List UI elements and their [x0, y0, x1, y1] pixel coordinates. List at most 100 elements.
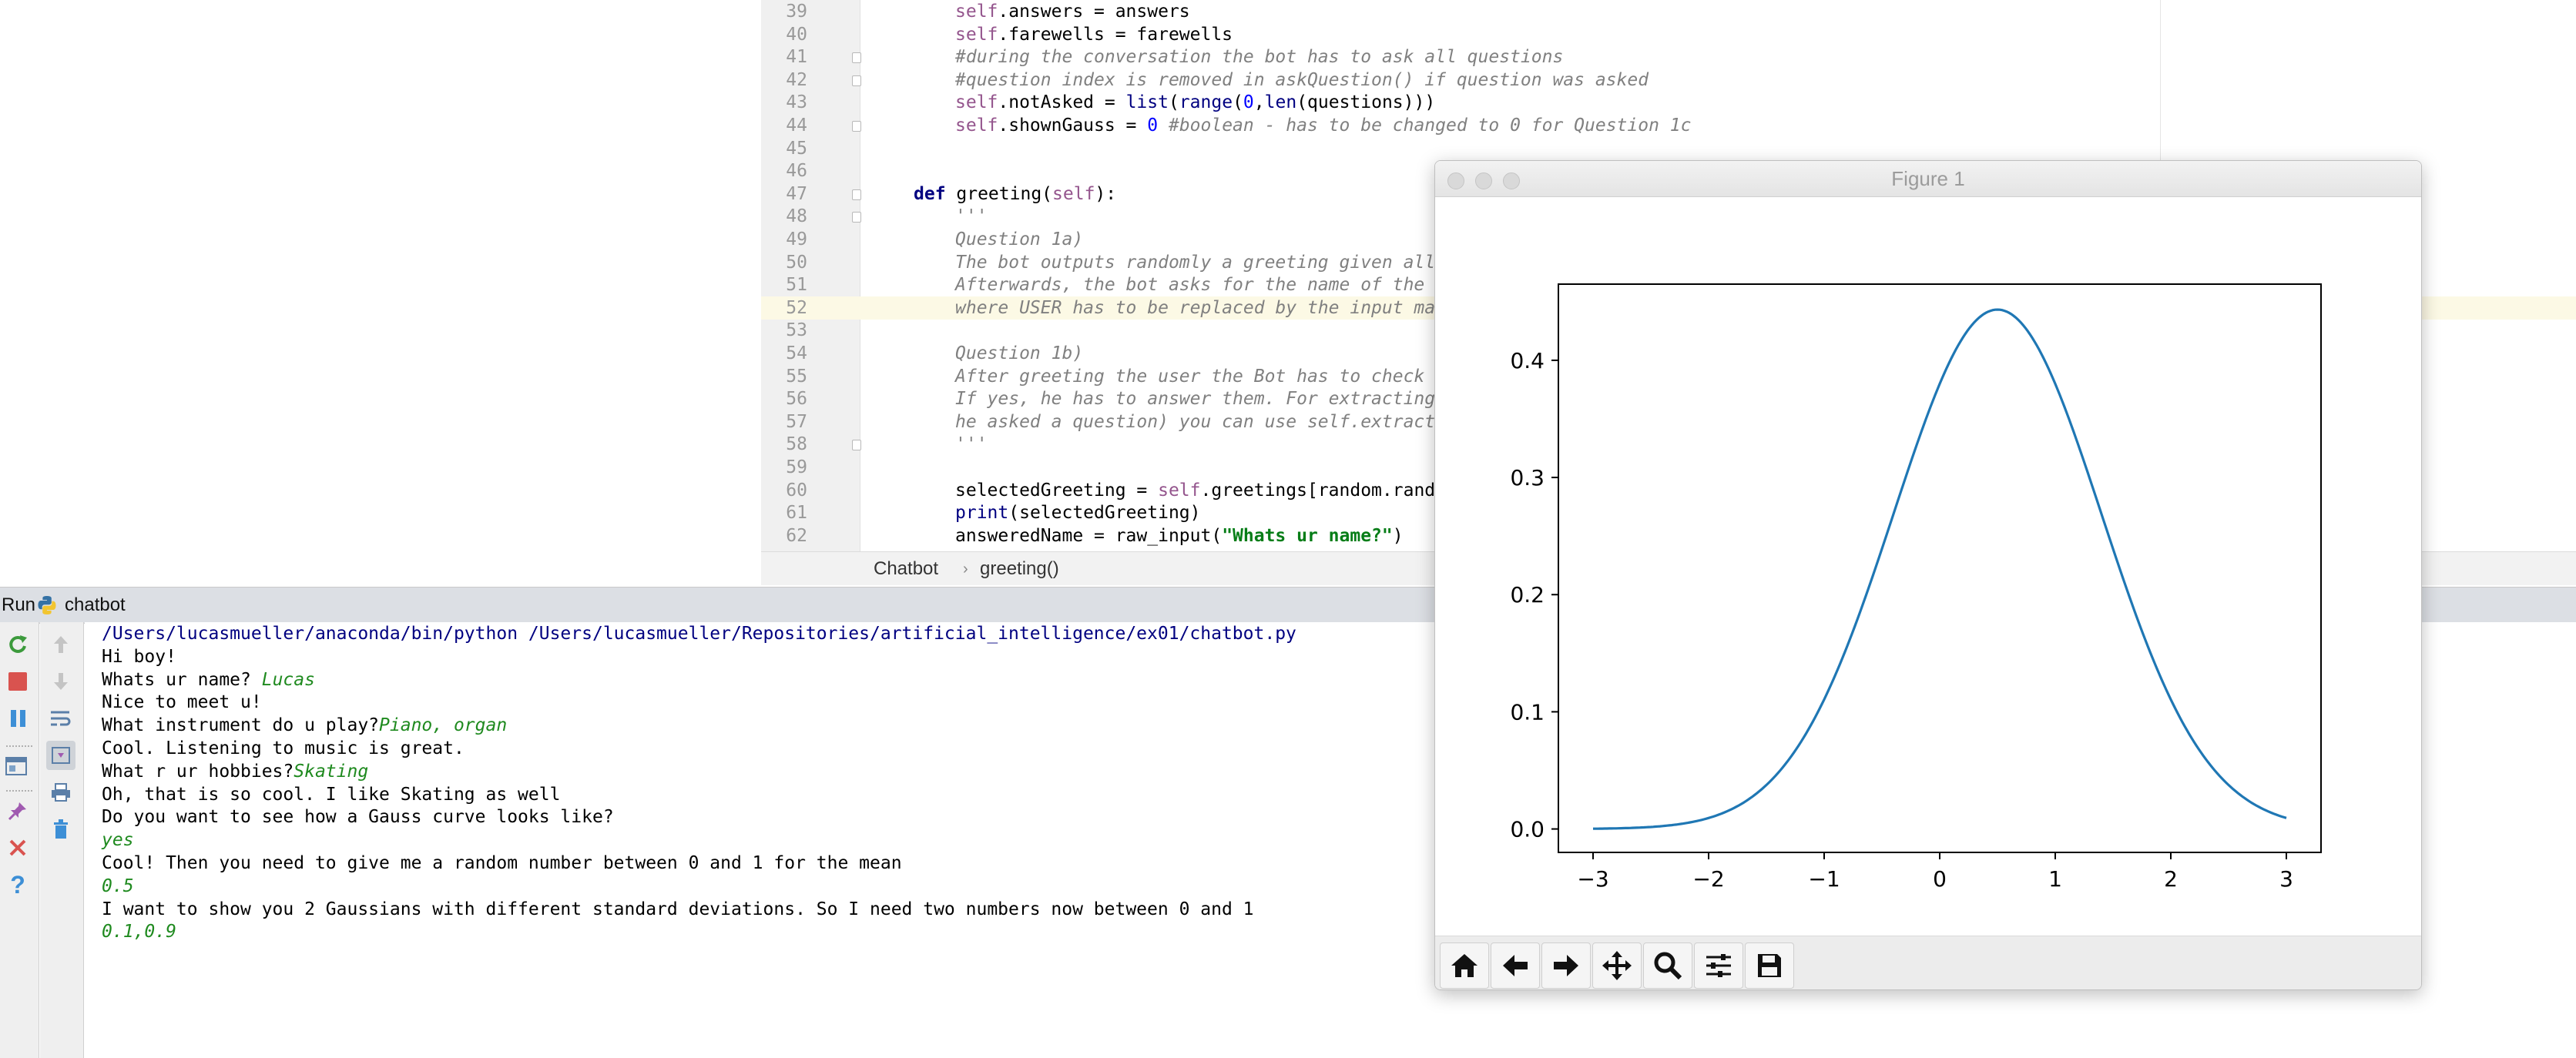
- code-line[interactable]: 56 If yes, he has to answer them. For ext…: [761, 387, 2576, 410]
- zoom-icon[interactable]: [1643, 942, 1692, 989]
- code-token: 0: [1243, 92, 1254, 113]
- breadcrumb-method[interactable]: greeting(): [980, 558, 1059, 579]
- clear-all-icon[interactable]: [48, 816, 74, 842]
- print-icon[interactable]: [48, 779, 74, 805]
- code-line[interactable]: 53: [761, 319, 2576, 342]
- configure-subplots-icon[interactable]: [1694, 942, 1743, 989]
- run-toolbar: ?: [0, 622, 39, 1058]
- code-line[interactable]: 39 self.answers = answers: [761, 0, 2576, 23]
- fold-marker-icon[interactable]: [852, 440, 861, 451]
- close-icon[interactable]: [5, 835, 31, 861]
- console-output: Oh, that is so cool. I like Skating as w…: [102, 784, 561, 805]
- pin-icon[interactable]: [5, 798, 31, 824]
- code-text: he asked a question) you can use self.ex…: [955, 410, 1435, 434]
- console-toolbar: [40, 622, 84, 1058]
- line-number: 52: [786, 297, 807, 318]
- console-line: 0.1,0.9: [102, 920, 176, 943]
- breadcrumb-class[interactable]: Chatbot: [874, 558, 939, 579]
- code-line[interactable]: 54 Question 1b): [761, 342, 2576, 365]
- code-line[interactable]: 59: [761, 456, 2576, 479]
- code-token: greeting: [956, 183, 1042, 204]
- code-token: self: [955, 92, 998, 113]
- scroll-down-icon[interactable]: [48, 668, 74, 695]
- code-token: self: [1158, 480, 1201, 501]
- x-tick-label: 1: [2048, 866, 2062, 892]
- window-zoom-button[interactable]: [1503, 172, 1520, 189]
- series-line: [1593, 308, 2287, 830]
- console-line: I want to show you 2 Gaussians with diff…: [102, 898, 1254, 921]
- console-output: Whats ur name?: [102, 669, 262, 690]
- back-arrow-icon[interactable]: [1491, 942, 1540, 989]
- figure-window[interactable]: Figure 1 −3 −2 −1 0 1 2 3 0.0 0.1 0.2 0.3 0.4: [1434, 160, 2422, 990]
- scroll-up-icon[interactable]: [48, 631, 74, 658]
- code-token: range: [1179, 92, 1233, 113]
- code-line[interactable]: 61 print(selectedGreeting): [761, 501, 2576, 524]
- figure-titlebar[interactable]: Figure 1: [1435, 161, 2421, 197]
- fold-marker-icon[interactable]: [852, 75, 861, 86]
- run-tab-chatbot[interactable]: chatbot: [65, 594, 126, 615]
- fold-marker-icon[interactable]: [852, 52, 861, 64]
- code-line[interactable]: 45: [761, 137, 2576, 160]
- y-tick-label: 0.2: [1510, 582, 1545, 608]
- code-line[interactable]: 49 Question 1a): [761, 228, 2576, 251]
- console-line: 0.5: [102, 875, 134, 898]
- home-icon[interactable]: [1440, 942, 1489, 989]
- window-minimize-button[interactable]: [1475, 172, 1492, 189]
- soft-wrap-icon[interactable]: [48, 705, 74, 732]
- x-tick-label: −1: [1808, 866, 1840, 892]
- y-tick-label: 0.4: [1510, 348, 1545, 373]
- code-line[interactable]: 51 Afterwards, the bot asks for the name …: [761, 273, 2576, 296]
- line-number: 48: [786, 206, 807, 227]
- scroll-to-end-icon[interactable]: [46, 741, 75, 770]
- code-text: ''': [955, 205, 988, 228]
- code-token: "Whats ur name?": [1222, 525, 1393, 546]
- code-text: def greeting(self):: [914, 182, 1116, 206]
- axes-frame: [1558, 283, 2322, 853]
- forward-arrow-icon[interactable]: [1541, 942, 1591, 989]
- code-text: #question index is removed in askQuestio…: [955, 69, 1649, 92]
- code-line[interactable]: 62 answeredName = raw_input("Whats ur nam…: [761, 524, 2576, 547]
- code-line[interactable]: 58 ''': [761, 433, 2576, 456]
- code-token: (selectedGreeting): [1008, 503, 1201, 524]
- code-line[interactable]: 57 he asked a question) you can use self.…: [761, 410, 2576, 434]
- fold-marker-icon[interactable]: [852, 212, 861, 223]
- console-line: Nice to meet u!: [102, 691, 262, 714]
- code-line[interactable]: 41 #during the conversation the bot has t…: [761, 45, 2576, 69]
- code-line[interactable]: 60 selectedGreeting = self.greetings[rand…: [761, 479, 2576, 502]
- code-line[interactable]: 55 After greeting the user the Bot has to…: [761, 365, 2576, 388]
- code-token: If yes, he has to answer them. For extra…: [955, 389, 1436, 410]
- code-line[interactable]: 43 self.notAsked = list(range(0,len(quest…: [761, 91, 2576, 114]
- code-line[interactable]: 44 self.shownGauss = 0 #boolean - has to …: [761, 114, 2576, 137]
- code-token: self: [955, 24, 998, 45]
- fold-marker-icon[interactable]: [852, 189, 861, 200]
- stop-icon[interactable]: [5, 668, 31, 695]
- code-line[interactable]: 40 self.farewells = farewells: [761, 23, 2576, 46]
- code-line[interactable]: 50 The bot outputs randomly a greeting gi…: [761, 251, 2576, 274]
- rerun-icon[interactable]: [5, 631, 31, 658]
- code-token: (: [1233, 92, 1243, 113]
- help-icon[interactable]: ?: [10, 870, 25, 899]
- code-line[interactable]: 46: [761, 159, 2576, 182]
- pan-icon[interactable]: [1592, 942, 1642, 989]
- code-text: If yes, he has to answer them. For extra…: [955, 387, 1435, 410]
- code-line[interactable]: 48 ''': [761, 205, 2576, 228]
- code-token: #boolean - has to be changed to 0 for Qu…: [1158, 116, 1692, 136]
- restore-layout-icon[interactable]: [3, 753, 29, 779]
- fold-marker-icon[interactable]: [852, 121, 861, 132]
- save-icon[interactable]: [1745, 942, 1794, 989]
- console-command-path[interactable]: /Users/lucasmueller/anaconda/bin/python …: [102, 624, 1296, 644]
- pause-icon[interactable]: [5, 705, 31, 732]
- code-token: .shownGauss =: [998, 116, 1148, 136]
- code-line[interactable]: 47 def greeting(self):: [761, 182, 2576, 206]
- code-token: 0: [1147, 116, 1159, 136]
- code-token: .answers = answers: [998, 2, 1190, 22]
- gaussian-plot[interactable]: −3 −2 −1 0 1 2 3 0.0 0.1 0.2 0.3 0.4: [1435, 196, 2421, 939]
- line-number: 53: [786, 320, 807, 341]
- console-user-input: 0.1,0.9: [102, 922, 176, 942]
- console-user-input: Piano, organ: [379, 715, 508, 736]
- code-line[interactable]: 42 #question index is removed in askQuest…: [761, 69, 2576, 92]
- code-text: selectedGreeting = self.greetings[random…: [955, 479, 1435, 502]
- code-text: Afterwards, the bot asks for the name of…: [955, 273, 1424, 296]
- window-close-button[interactable]: [1447, 172, 1464, 189]
- console-line: What instrument do u play?Piano, organ: [102, 714, 507, 737]
